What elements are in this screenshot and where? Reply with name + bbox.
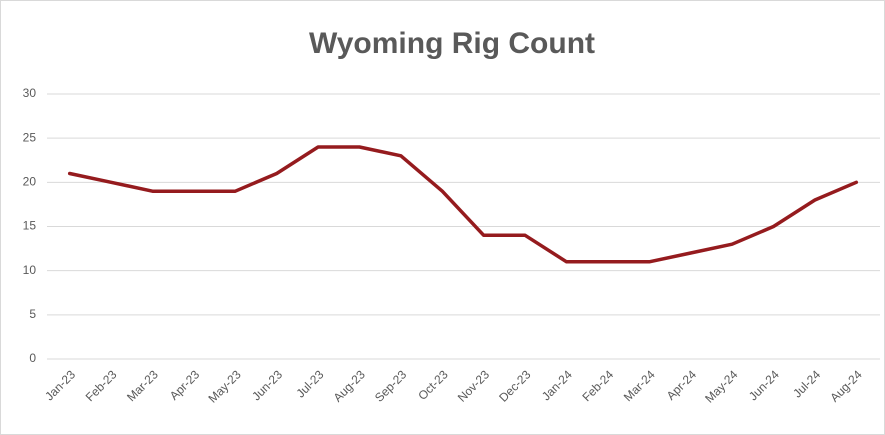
y-tick-label: 15 — [23, 219, 37, 233]
y-tick-label: 30 — [23, 86, 37, 100]
y-tick-label: 20 — [23, 175, 37, 189]
y-tick-label: 10 — [23, 263, 37, 277]
y-tick-label: 25 — [23, 130, 37, 144]
y-tick-label: 0 — [29, 351, 36, 365]
y-tick-label: 5 — [29, 307, 36, 321]
data-line — [67, 145, 859, 264]
chart-title: Wyoming Rig Count — [309, 27, 595, 60]
